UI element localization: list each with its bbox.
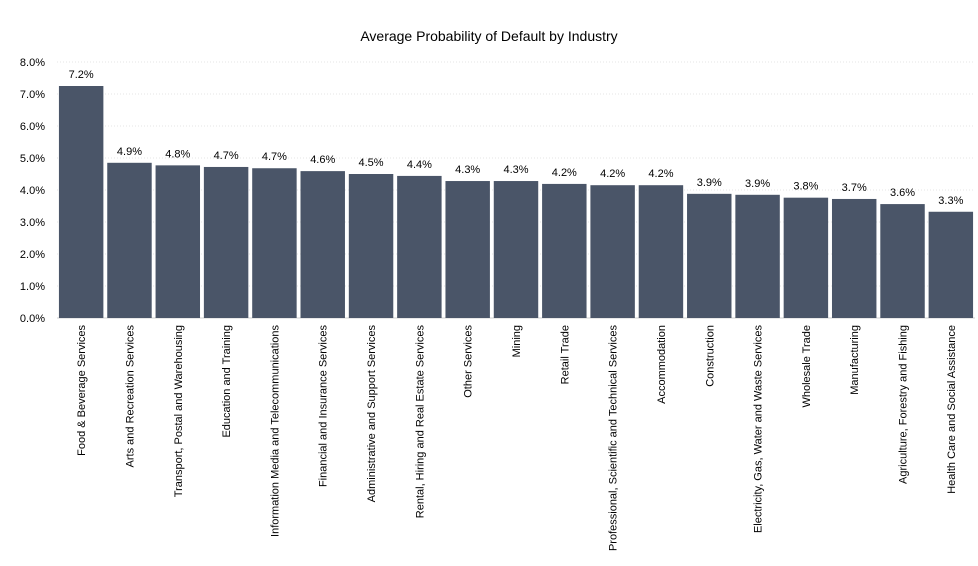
x-tick-label: Construction [704,325,716,387]
data-label: 4.2% [648,168,673,180]
data-label: 3.8% [793,181,818,193]
data-label: 4.9% [117,146,142,158]
data-label: 4.8% [165,148,190,160]
x-tick-label: Professional, Scientific and Technical S… [608,325,620,552]
data-label: 7.2% [69,69,94,81]
bar [203,166,249,318]
bar [493,181,539,318]
x-tick-label: Other Services [463,325,475,398]
data-label: 4.2% [600,168,625,180]
x-tick-label: Agriculture, Forestry and Fishing [898,325,910,484]
chart-title: Average Probability of Default by Indust… [360,28,618,44]
x-tick-label: Financial and Insurance Services [318,325,330,488]
x-tick-label: Education and Training [221,325,233,438]
bar [542,183,587,318]
data-label: 4.5% [359,157,384,169]
data-label: 4.7% [262,151,287,163]
x-tick-label: Rental, Hiring and Real Estate Services [414,325,426,519]
x-tick-label: Electricity, Gas, Water and Waste Servic… [753,325,765,534]
y-tick-label: 5.0% [20,153,45,165]
x-tick-label: Administrative and Support Services [366,325,378,503]
y-tick-label: 0.0% [20,313,45,325]
bar [831,198,877,318]
y-tick-label: 7.0% [20,89,45,101]
bar [58,86,104,318]
x-tick-label: Retail Trade [559,325,571,384]
data-label: 4.4% [407,159,432,171]
data-label: 3.7% [842,182,867,194]
x-tick-label: Transport, Postal and Warehousing [173,325,185,497]
bar [783,197,829,318]
data-label: 3.3% [938,195,963,207]
x-tick-label: Health Care and Social Assistance [946,325,958,494]
data-label: 4.7% [214,150,239,162]
y-tick-label: 8.0% [20,57,45,69]
y-tick-label: 3.0% [20,217,45,229]
y-tick-label: 4.0% [20,185,45,197]
y-tick-label: 1.0% [20,281,45,293]
x-tick-label: Accommodation [656,325,668,404]
data-label: 4.2% [552,167,577,179]
bar [300,171,345,318]
x-tick-label: Food & Beverage Services [76,325,88,456]
bar [348,174,394,318]
x-tick-label: Arts and Recreation Services [124,325,136,468]
bar [880,204,925,318]
bar [590,185,635,318]
bar [252,168,297,318]
data-label: 4.3% [503,164,528,176]
bar [445,181,490,318]
bar [687,193,732,318]
bar [107,162,152,318]
y-tick-label: 6.0% [20,121,45,133]
bar [155,165,201,318]
bar [928,211,974,318]
bar [397,175,442,318]
y-tick-label: 2.0% [20,249,45,261]
data-label: 4.6% [310,154,335,166]
data-label: 3.6% [890,187,915,199]
data-label: 3.9% [697,177,722,189]
x-tick-label: Wholesale Trade [801,325,813,408]
data-label: 4.3% [455,164,480,176]
bar [638,185,684,318]
x-tick-label: Manufacturing [849,325,861,395]
x-tick-label: Information Media and Telecommunications [269,325,281,537]
data-label: 3.9% [745,178,770,190]
bar [735,194,780,318]
x-tick-label: Mining [511,325,523,357]
